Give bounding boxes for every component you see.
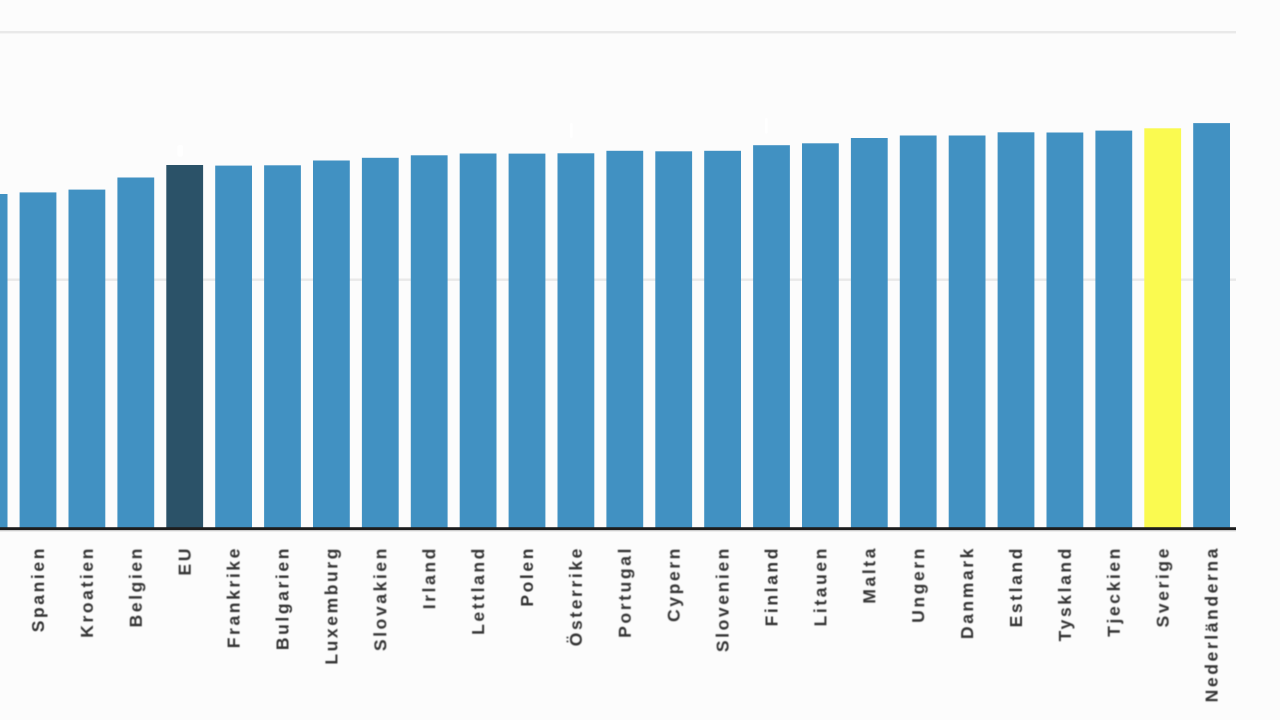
svg-text:Bulgarien: Bulgarien [273,546,293,650]
svg-text:Polen: Polen [517,546,537,607]
svg-text:Malta: Malta [859,546,879,604]
svg-text:Sverige: Sverige [1153,546,1173,627]
svg-text:Estland: Estland [1006,546,1026,627]
svg-text:Litauen: Litauen [810,546,830,626]
svg-text:Slovenien: Slovenien [713,546,733,652]
svg-text:Irland: Irland [419,546,439,609]
svg-text:Tjeckien: Tjeckien [1104,546,1124,637]
svg-text:Tyskland: Tyskland [1055,546,1075,641]
svg-text:Nederländerna: Nederländerna [1202,546,1222,702]
svg-text:Belgien: Belgien [126,546,146,627]
svg-text:Kroatien: Kroatien [77,546,97,638]
svg-text:Österrike: Österrike [566,546,586,646]
svg-text:Ungern: Ungern [908,546,928,623]
svg-text:Lettland: Lettland [468,546,488,635]
svg-text:Finland: Finland [762,546,782,626]
svg-text:Spanien: Spanien [28,546,48,632]
svg-text:Cypern: Cypern [664,546,684,622]
svg-text:Danmark: Danmark [957,546,977,639]
svg-text:Frankrike: Frankrike [224,546,244,648]
svg-text:EU: EU [175,546,195,576]
svg-text:Portugal: Portugal [615,546,635,638]
svg-text:Slovakien: Slovakien [370,546,390,651]
svg-text:Luxemburg: Luxemburg [321,546,341,665]
